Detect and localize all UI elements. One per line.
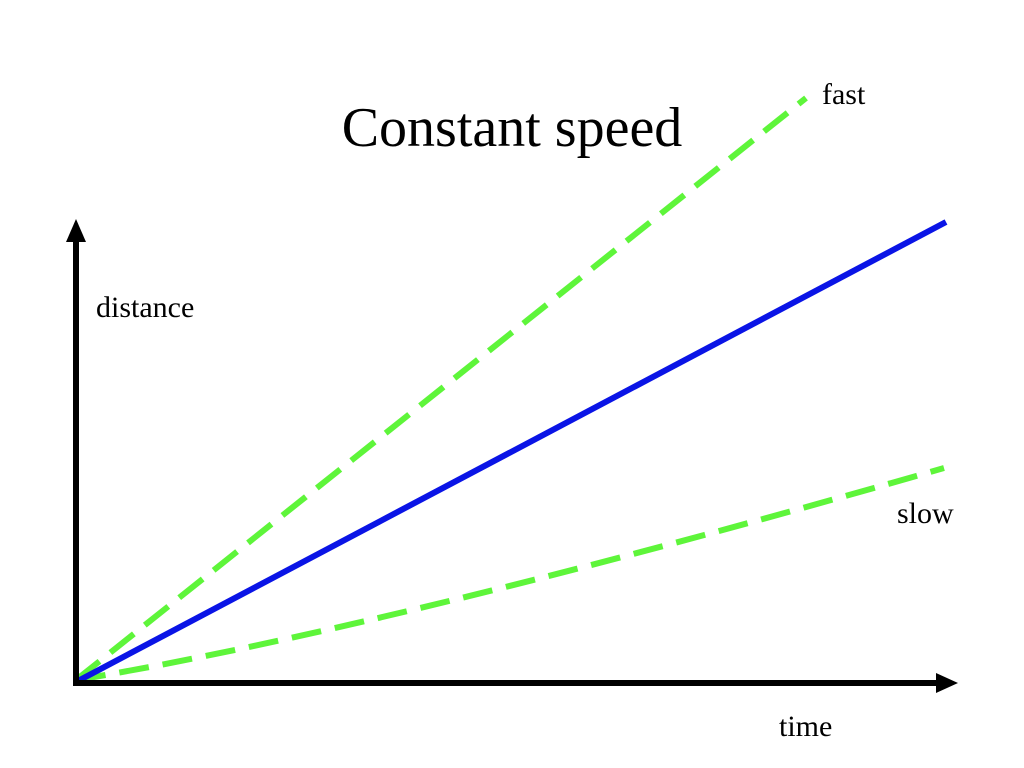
fast-label: fast — [822, 78, 866, 111]
distance-axis-label: distance — [96, 291, 195, 324]
slow-label: slow — [897, 497, 954, 530]
fast-line — [74, 95, 808, 683]
slow-line — [75, 465, 945, 683]
distance-axis-arrow — [66, 219, 86, 242]
constant-speed-line — [74, 219, 948, 685]
slide-title: Constant speed — [341, 97, 683, 159]
time-axis-arrow — [936, 673, 958, 693]
time-axis-label: time — [779, 710, 833, 743]
